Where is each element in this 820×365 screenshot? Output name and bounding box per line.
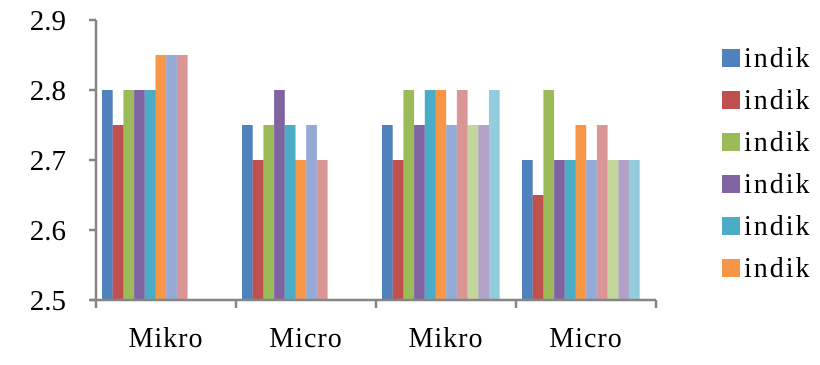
bar-2-7 [456,90,468,300]
legend-swatch [722,259,740,277]
legend-swatch [722,175,740,193]
legend: indik indik indik indik indik indik [722,43,812,284]
bar-2-5 [435,90,447,300]
bar-2-2 [403,90,415,300]
bar-3-7 [596,125,608,300]
bar-3-5 [575,125,587,300]
bar-3-1 [532,195,544,300]
bar-0-2 [123,90,135,300]
y-tick-label: 2.9 [30,5,66,37]
x-tick-label: Mikro [129,323,204,354]
legend-label: indik [744,43,812,74]
y-tick-label: 2.6 [30,215,66,247]
bar-3-4 [564,160,576,300]
bar-1-0 [242,125,253,300]
bar-2-3 [414,125,425,300]
bar-3-6 [586,160,597,300]
axes-group: 2.5 2.6 2.7 2.8 2.9 Mikro Micro Mikro Micro [30,5,658,354]
bar-0-1 [112,125,124,300]
bars-group [102,55,640,300]
bar-0-6 [166,55,177,300]
legend-swatch [722,217,740,235]
legend-swatch [722,133,740,151]
bar-2-1 [392,160,404,300]
y-tick-label: 2.7 [30,145,66,177]
bar-0-0 [102,90,113,300]
bar-2-6 [446,125,457,300]
bar-2-9 [478,125,489,300]
bar-1-7 [316,160,328,300]
legend-label: indik [744,127,812,158]
bar-3-8 [607,160,619,300]
x-tick-label: Mikro [409,323,484,354]
legend-swatch [722,91,740,109]
bar-1-5 [295,160,307,300]
bar-0-5 [155,55,167,300]
x-tick-label: Micro [549,323,622,354]
y-tick-label: 2.5 [30,285,66,317]
bar-3-10 [629,160,640,300]
legend-label: indik [744,85,812,116]
bar-3-2 [543,90,555,300]
legend-swatch [722,49,740,67]
bar-2-4 [424,90,436,300]
bar-2-0 [382,125,393,300]
legend-label: indik [744,253,812,284]
bar-2-8 [467,125,479,300]
bar-3-9 [618,160,629,300]
bar-0-4 [144,90,156,300]
bar-3-0 [522,160,533,300]
bar-1-1 [252,160,264,300]
legend-label: indik [744,169,812,200]
bar-1-4 [284,125,296,300]
bar-1-2 [263,125,275,300]
x-tick-label: Micro [269,323,342,354]
bar-1-3 [274,90,285,300]
legend-label: indik [744,211,812,242]
bar-1-6 [306,125,317,300]
bar-0-7 [176,55,188,300]
bar-2-10 [489,90,500,300]
bar-0-3 [134,90,145,300]
bar-3-3 [554,160,565,300]
y-tick-label: 2.8 [30,75,66,107]
